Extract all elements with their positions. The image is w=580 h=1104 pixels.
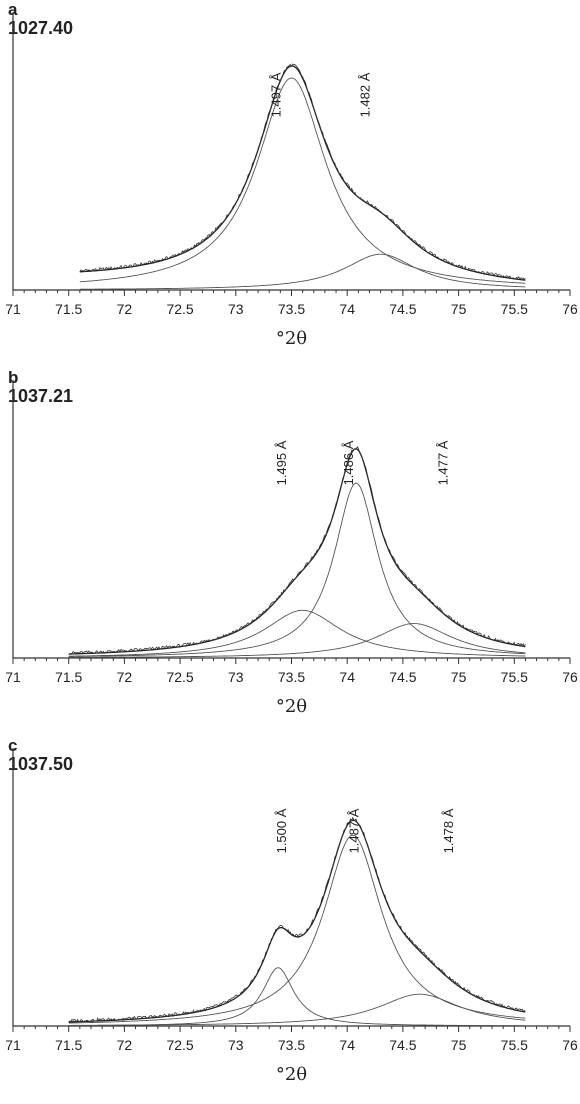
x-tick-label: 73.5 <box>278 669 305 685</box>
x-tick-label: 71 <box>5 1037 21 1053</box>
peak-component-line <box>68 993 526 1026</box>
peak-component-line <box>68 967 526 1027</box>
total-fit-line <box>68 448 526 655</box>
x-tick-label: 72.5 <box>166 301 193 317</box>
x-tick-label: 72.5 <box>166 1037 193 1053</box>
peak-component-line <box>79 77 526 284</box>
x-tick-label: 73 <box>228 1037 244 1053</box>
x-tick-label: 72 <box>117 301 133 317</box>
panel-value: 1037.21 <box>8 386 74 406</box>
panel-value: 1027.40 <box>8 18 74 38</box>
d-spacing-label: 1.495 Å <box>274 440 289 485</box>
peak-component-line <box>68 834 526 1024</box>
x-tick-label: 73.5 <box>278 301 305 317</box>
d-spacing-label: 1.500 Å <box>274 808 289 853</box>
d-spacing-label: 1.487 Å <box>346 808 361 853</box>
x-tick-label: 71 <box>5 669 21 685</box>
x-tick-label: 72.5 <box>166 669 193 685</box>
peak-component-line <box>68 482 526 657</box>
x-tick-label: 74 <box>339 1037 355 1053</box>
x-tick-label: 76 <box>562 1037 578 1053</box>
x-tick-label: 75 <box>451 1037 467 1053</box>
x-tick-label: 72 <box>117 1037 133 1053</box>
chart-panel-c: c 1037.50 71 71.5 72 72.5 73 73.5 74 74.5 75 75.5… <box>0 736 580 1104</box>
x-tick-label: 73.5 <box>278 1037 305 1053</box>
x-tick-label: 75.5 <box>501 669 528 685</box>
chart-svg: 71 71.5 72 72.5 73 73.5 74 74.5 75 75.5 76 °2θ 1.497… <box>5 12 578 349</box>
observed-data-line <box>68 816 526 1023</box>
x-tick-label: 71.5 <box>55 301 82 317</box>
observed-data-line <box>79 63 526 281</box>
panel-value: 1037.50 <box>8 754 74 774</box>
x-tick-label: 71 <box>5 301 21 317</box>
x-tick-label: 73 <box>228 669 244 685</box>
x-tick-label: 75.5 <box>501 1037 528 1053</box>
d-spacing-label: 1.478 Å <box>441 808 456 853</box>
x-tick-label: 73 <box>228 301 244 317</box>
d-spacing-label: 1.497 Å <box>268 72 283 117</box>
x-tick-label: 75.5 <box>501 301 528 317</box>
total-fit-line <box>68 819 526 1023</box>
peak-component-line <box>79 253 526 290</box>
chart-svg: 71 71.5 72 72.5 73 73.5 74 74.5 75 75.5 76 °2θ 1.495… <box>5 380 578 717</box>
peak-component-line <box>68 609 526 657</box>
peak-component-line <box>68 623 526 658</box>
observed-data-line <box>68 446 526 655</box>
d-spacing-label: 1.477 Å <box>435 440 450 485</box>
panel-letter: a <box>8 0 18 19</box>
x-axis-title: °2θ <box>276 1064 307 1085</box>
chart-panel-b: b 1037.21 71 71.5 72 72.5 73 73.5 74 74.5 75 75.5… <box>0 368 580 736</box>
d-spacing-label: 1.486 Å <box>341 440 356 485</box>
x-tick-label: 75 <box>451 669 467 685</box>
x-tick-label: 71.5 <box>55 669 82 685</box>
x-tick-label: 72 <box>117 669 133 685</box>
x-axis-title: °2θ <box>276 328 307 349</box>
x-tick-label: 71.5 <box>55 1037 82 1053</box>
panel-letter: b <box>8 368 19 387</box>
x-tick-label: 74.5 <box>389 669 416 685</box>
x-tick-label: 74.5 <box>389 301 416 317</box>
x-axis-title: °2θ <box>276 696 307 717</box>
total-fit-line <box>79 65 526 281</box>
x-tick-label: 74.5 <box>389 1037 416 1053</box>
panel-letter: c <box>8 736 18 755</box>
x-tick-label: 76 <box>562 669 578 685</box>
x-tick-label: 76 <box>562 301 578 317</box>
chart-svg: 71 71.5 72 72.5 73 73.5 74 74.5 75 75.5 76 °2θ 1.500… <box>5 748 578 1085</box>
d-spacing-label: 1.482 Å <box>357 72 372 117</box>
x-tick-label: 74 <box>339 301 355 317</box>
chart-panel-a: a 1027.40 71 71.5 72 72.5 73 73.5 74 74.5 75 75.5… <box>0 0 580 368</box>
x-tick-label: 75 <box>451 301 467 317</box>
x-tick-label: 74 <box>339 669 355 685</box>
